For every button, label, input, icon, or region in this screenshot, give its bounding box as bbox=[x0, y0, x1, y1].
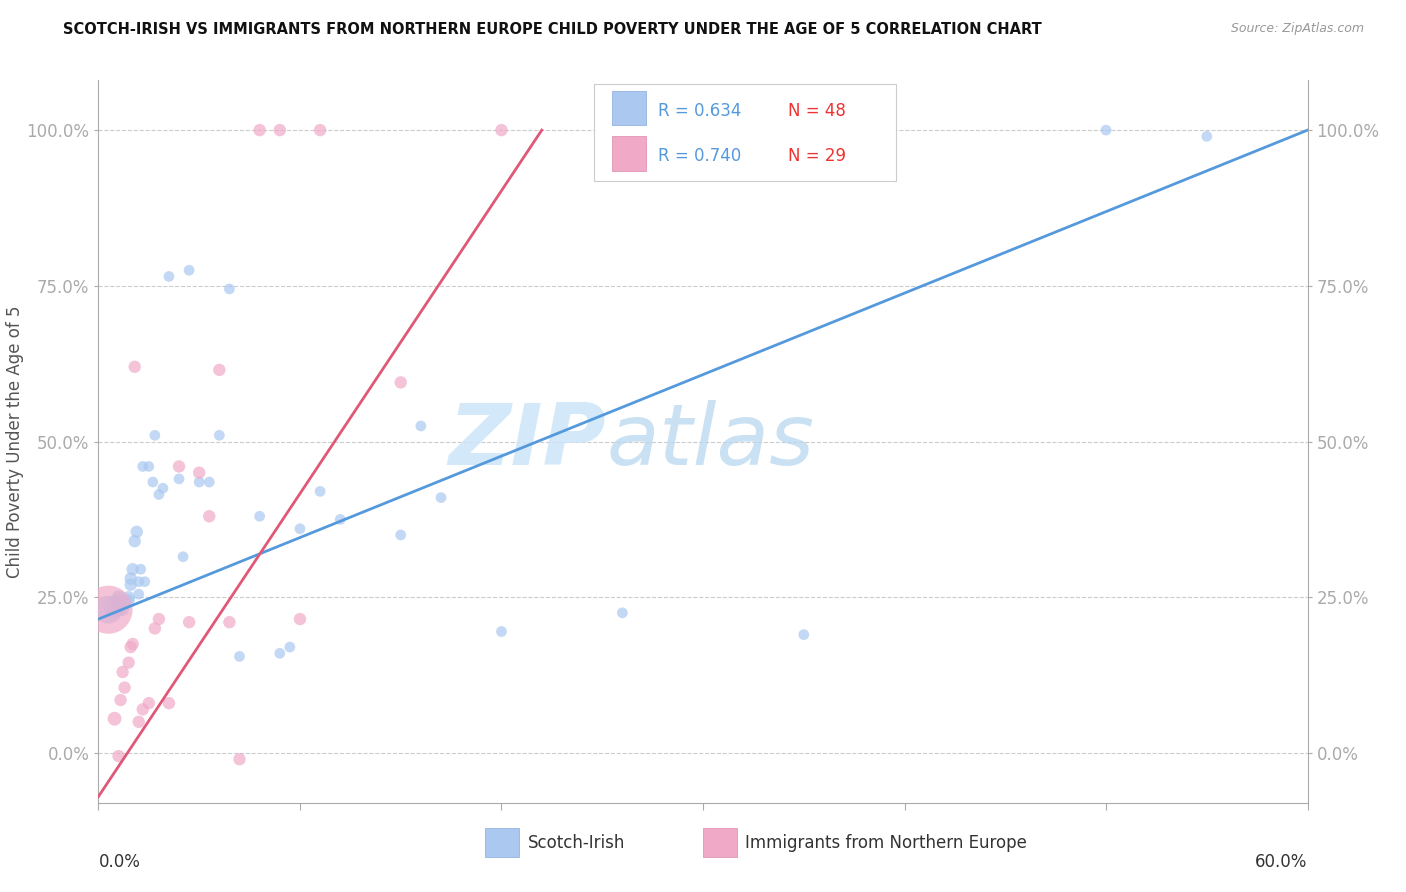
Point bbox=[409, 419, 432, 434]
Point bbox=[491, 123, 513, 137]
Point bbox=[143, 621, 166, 635]
Point bbox=[389, 528, 412, 542]
FancyBboxPatch shape bbox=[613, 91, 647, 126]
Text: Scotch-Irish: Scotch-Irish bbox=[527, 833, 626, 852]
Point bbox=[228, 752, 250, 766]
Point bbox=[179, 615, 201, 630]
Point bbox=[134, 574, 156, 589]
Point bbox=[132, 459, 155, 474]
Point bbox=[138, 696, 160, 710]
Point bbox=[107, 597, 129, 611]
Point bbox=[114, 681, 136, 695]
Point bbox=[288, 522, 311, 536]
Point bbox=[269, 646, 291, 660]
Point bbox=[152, 481, 174, 495]
Text: N = 48: N = 48 bbox=[787, 102, 845, 120]
Point bbox=[172, 549, 194, 564]
Point bbox=[309, 484, 332, 499]
Point bbox=[143, 428, 166, 442]
Point bbox=[121, 637, 143, 651]
Point bbox=[124, 534, 146, 549]
Point bbox=[97, 603, 120, 617]
Y-axis label: Child Poverty Under the Age of 5: Child Poverty Under the Age of 5 bbox=[6, 305, 24, 578]
Point bbox=[103, 712, 125, 726]
Point bbox=[167, 472, 190, 486]
Point bbox=[128, 574, 150, 589]
FancyBboxPatch shape bbox=[613, 136, 647, 170]
Point bbox=[157, 269, 180, 284]
Point bbox=[128, 587, 150, 601]
Text: R = 0.740: R = 0.740 bbox=[658, 147, 741, 165]
Point bbox=[107, 749, 129, 764]
Point bbox=[107, 603, 129, 617]
Point bbox=[269, 123, 291, 137]
FancyBboxPatch shape bbox=[485, 828, 519, 857]
FancyBboxPatch shape bbox=[595, 84, 897, 181]
Point bbox=[1195, 129, 1218, 144]
Text: N = 29: N = 29 bbox=[787, 147, 845, 165]
Point bbox=[120, 578, 142, 592]
Point bbox=[129, 562, 152, 576]
Point bbox=[157, 696, 180, 710]
Text: 0.0%: 0.0% bbox=[98, 854, 141, 871]
Point bbox=[121, 562, 143, 576]
Point bbox=[128, 714, 150, 729]
Point bbox=[309, 123, 332, 137]
Point bbox=[124, 359, 146, 374]
Point bbox=[138, 459, 160, 474]
Text: R = 0.634: R = 0.634 bbox=[658, 102, 741, 120]
Point bbox=[188, 475, 211, 489]
FancyBboxPatch shape bbox=[703, 828, 737, 857]
Point bbox=[208, 363, 231, 377]
Point bbox=[114, 597, 136, 611]
Point bbox=[167, 459, 190, 474]
Point bbox=[612, 606, 634, 620]
Point bbox=[198, 475, 221, 489]
Point bbox=[120, 640, 142, 654]
Point bbox=[249, 123, 271, 137]
Point bbox=[118, 656, 141, 670]
Point bbox=[118, 593, 141, 607]
Point bbox=[111, 665, 134, 679]
Text: Source: ZipAtlas.com: Source: ZipAtlas.com bbox=[1230, 22, 1364, 36]
Point bbox=[793, 627, 815, 641]
Point bbox=[111, 603, 134, 617]
Point bbox=[179, 263, 201, 277]
Point bbox=[491, 624, 513, 639]
Point bbox=[110, 693, 132, 707]
Point bbox=[97, 603, 120, 617]
Point bbox=[430, 491, 453, 505]
Point bbox=[278, 640, 301, 654]
Point bbox=[228, 649, 250, 664]
Point bbox=[142, 475, 165, 489]
Point bbox=[107, 591, 129, 605]
Point bbox=[329, 512, 352, 526]
Text: atlas: atlas bbox=[606, 400, 814, 483]
Point bbox=[218, 615, 240, 630]
Point bbox=[148, 612, 170, 626]
Point bbox=[389, 376, 412, 390]
Point bbox=[120, 572, 142, 586]
Text: 60.0%: 60.0% bbox=[1256, 854, 1308, 871]
Point bbox=[125, 524, 148, 539]
Point bbox=[188, 466, 211, 480]
Text: ZIP: ZIP bbox=[449, 400, 606, 483]
Point bbox=[118, 591, 141, 605]
Point bbox=[132, 702, 155, 716]
Point bbox=[1095, 123, 1118, 137]
Text: SCOTCH-IRISH VS IMMIGRANTS FROM NORTHERN EUROPE CHILD POVERTY UNDER THE AGE OF 5: SCOTCH-IRISH VS IMMIGRANTS FROM NORTHERN… bbox=[63, 22, 1042, 37]
Point bbox=[103, 599, 125, 614]
Text: Immigrants from Northern Europe: Immigrants from Northern Europe bbox=[745, 833, 1028, 852]
Point bbox=[198, 509, 221, 524]
Point bbox=[107, 593, 129, 607]
Point bbox=[148, 487, 170, 501]
Point bbox=[218, 282, 240, 296]
Point bbox=[208, 428, 231, 442]
Point bbox=[288, 612, 311, 626]
Point bbox=[249, 509, 271, 524]
